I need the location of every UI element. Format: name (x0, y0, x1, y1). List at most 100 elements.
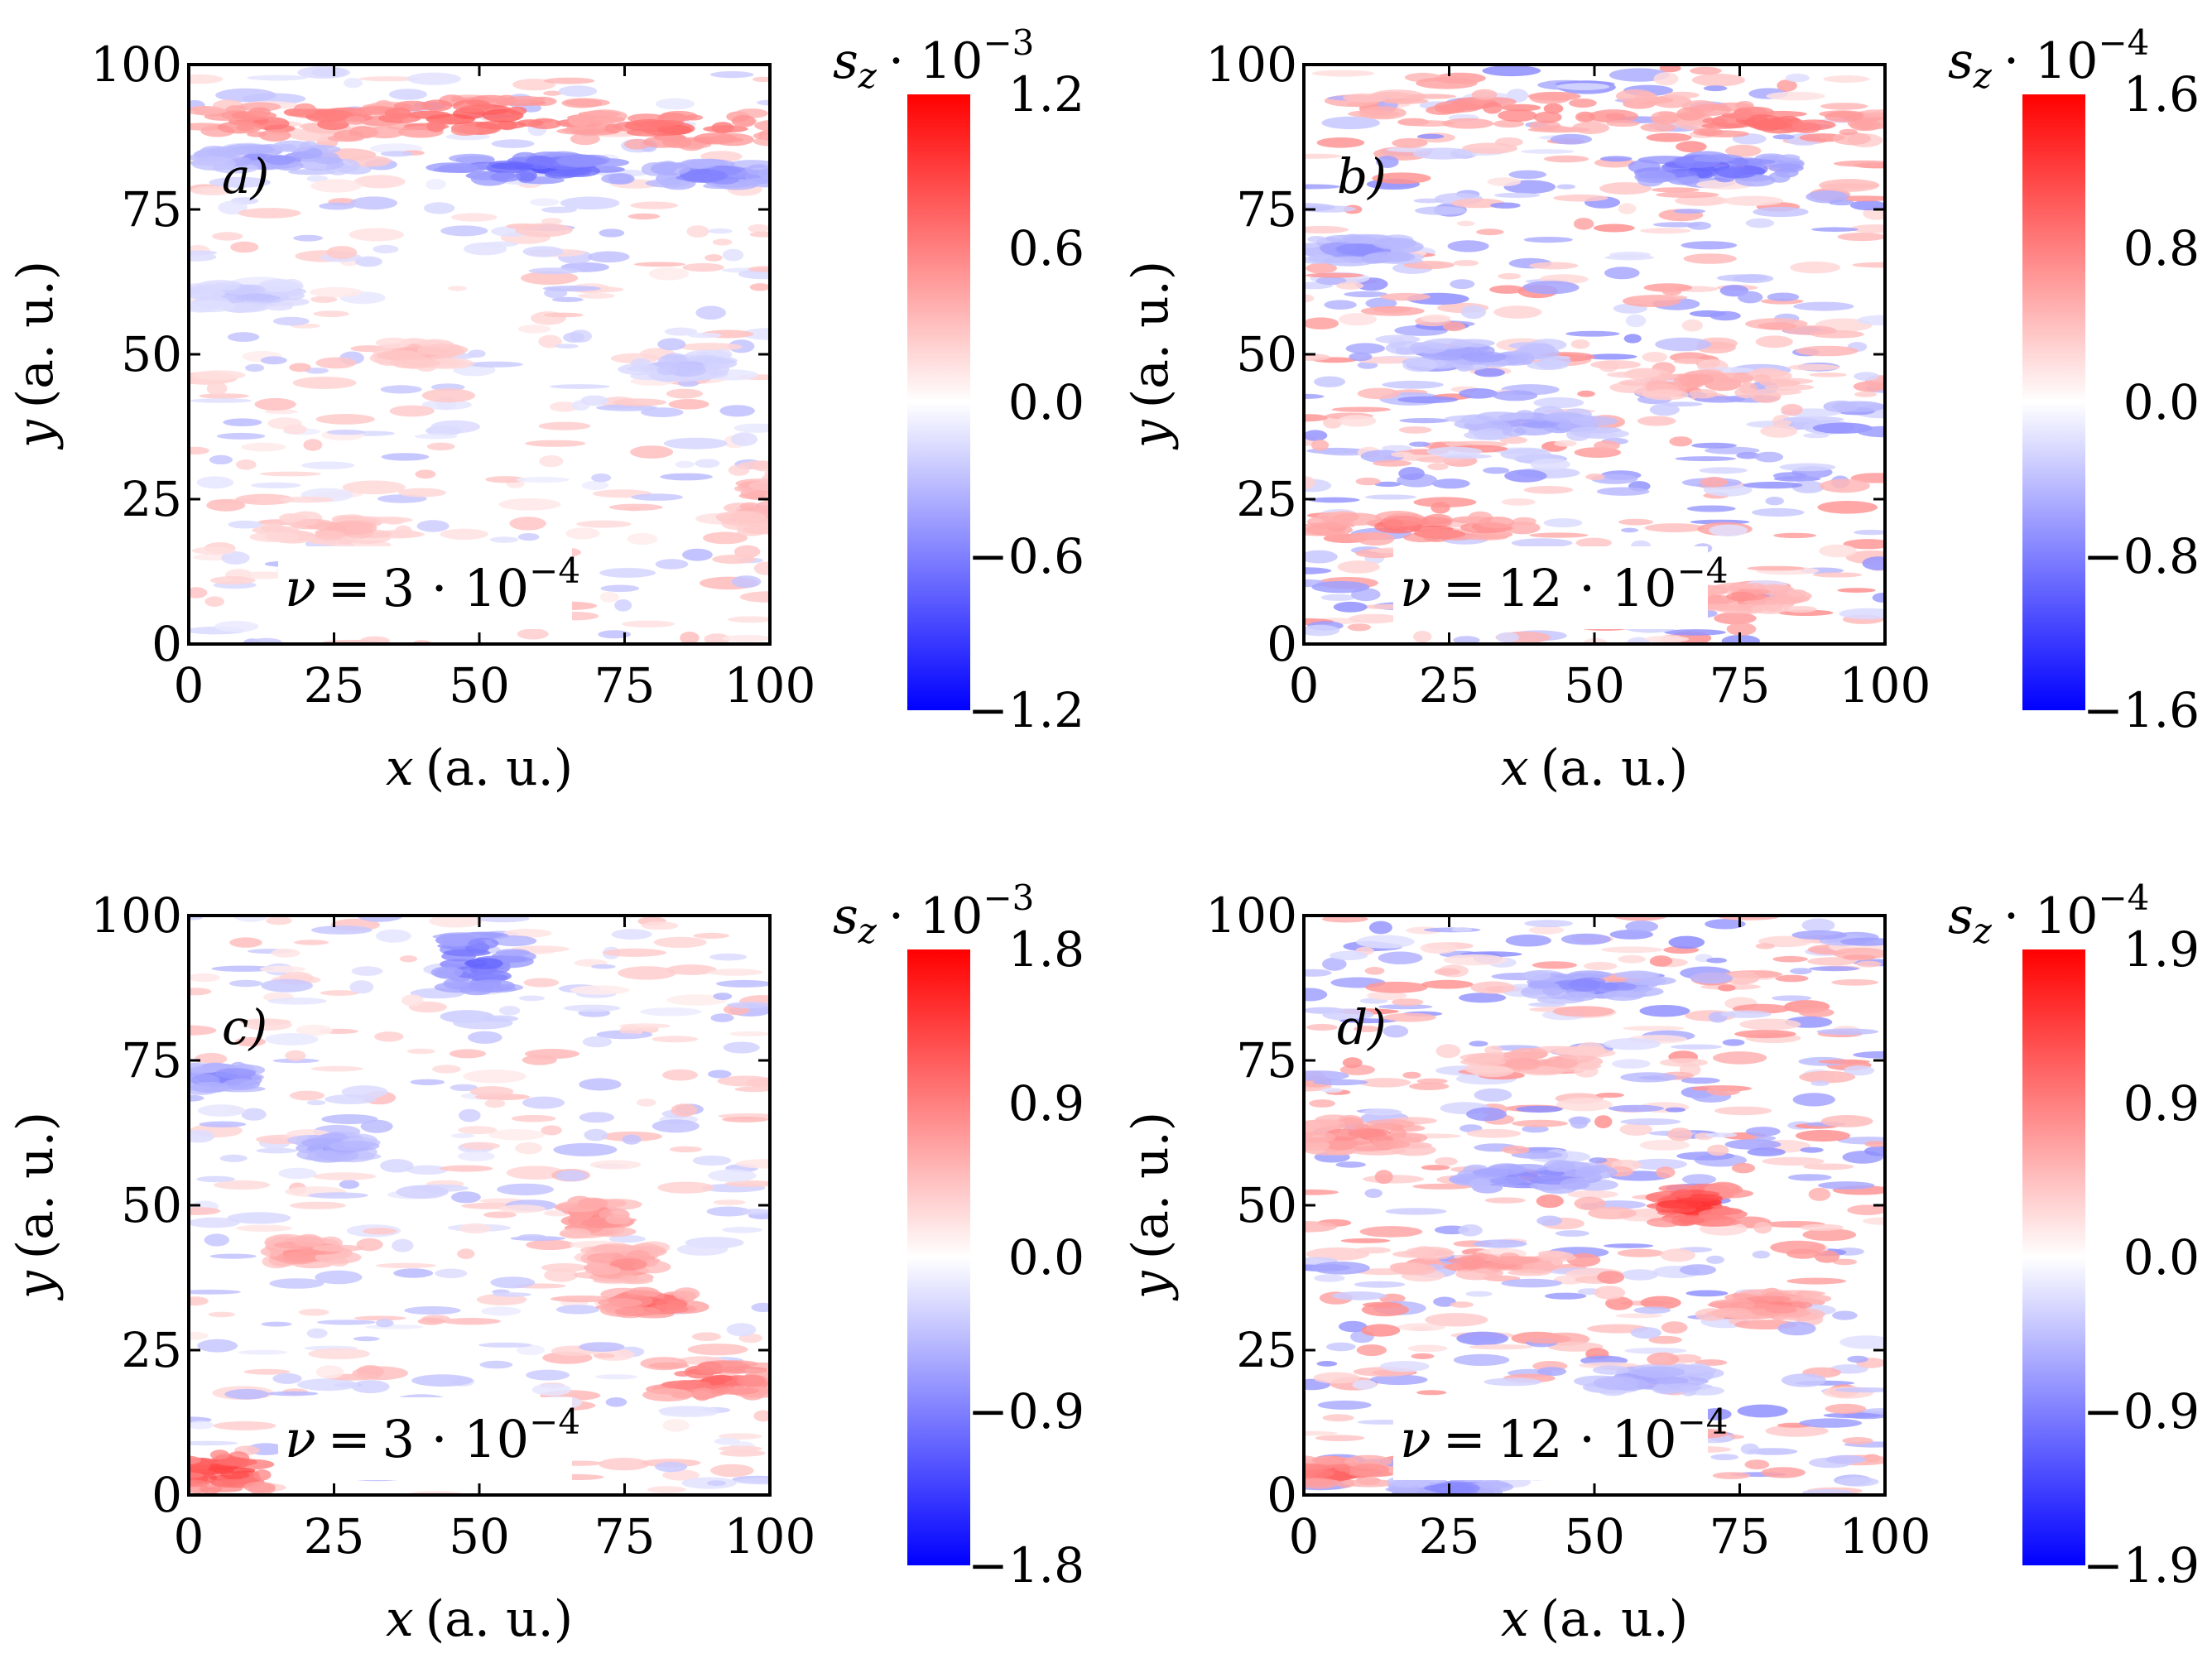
heatmap-noise-cell (1766, 91, 1825, 101)
heatmap-noise-cell (1570, 339, 1590, 349)
heatmap-feature-cell (1791, 122, 1821, 133)
heatmap-noise-cell (1304, 567, 1332, 574)
heatmap-feature-cell (570, 132, 600, 146)
annotation-text: ν = 12 · 10−4 (1400, 1401, 1729, 1469)
heatmap-noise-cell (1705, 1132, 1738, 1138)
heatmap-noise-cell (223, 418, 262, 426)
heatmap-noise-cell (521, 271, 579, 285)
y-tick-label: 50 (1236, 326, 1297, 382)
x-tick-label: 100 (1839, 657, 1931, 714)
heatmap-noise-cell (1304, 1070, 1349, 1081)
x-tick-label: 75 (594, 657, 656, 714)
heatmap-noise-cell (603, 948, 666, 957)
heatmap-noise-cell (1405, 94, 1457, 99)
y-tick-label: 50 (1236, 1177, 1297, 1233)
heatmap-noise-cell (1812, 422, 1873, 434)
heatmap-noise-cell (1819, 544, 1857, 558)
heatmap-feature-cell (252, 1469, 272, 1481)
y-tick-label: 0 (151, 1467, 182, 1523)
heatmap-noise-cell (483, 241, 518, 248)
heatmap-noise-cell (1482, 65, 1541, 77)
heatmap-noise-cell (1359, 1226, 1423, 1238)
heatmap-noise-cell (267, 1391, 319, 1396)
heatmap-noise-cell (1772, 472, 1808, 480)
heatmap-noise-cell (551, 296, 584, 302)
heatmap-noise-cell (652, 1036, 699, 1043)
heatmap-noise-cell (1689, 66, 1722, 75)
heatmap-noise-cell (1536, 1367, 1567, 1377)
heatmap-feature-cell (1358, 1128, 1391, 1137)
y-tick-label: 75 (1236, 181, 1297, 238)
heatmap-feature-cell (1700, 603, 1739, 612)
heatmap-noise-cell (1807, 957, 1857, 966)
heatmap-noise-cell (450, 1191, 481, 1204)
heatmap-noise-cell (579, 1112, 615, 1123)
heatmap-noise-cell (363, 1228, 397, 1235)
heatmap-noise-cell (576, 520, 632, 528)
heatmap-feature-cell (468, 938, 499, 949)
heatmap-noise-cell (1625, 314, 1647, 328)
heatmap-feature-cell (1734, 387, 1758, 399)
heatmap-noise-cell (1362, 1108, 1402, 1116)
heatmap-noise-cell (244, 1019, 292, 1031)
x-tick-label: 50 (449, 657, 510, 714)
heatmap-noise-cell (693, 932, 729, 939)
heatmap-noise-cell (1364, 1188, 1382, 1199)
heatmap-noise-cell (1751, 507, 1805, 517)
heatmap-noise-cell (531, 1383, 572, 1396)
heatmap-noise-cell (204, 596, 224, 607)
heatmap-feature-cell (264, 155, 296, 166)
heatmap-noise-cell (196, 476, 234, 489)
heatmap-feature-cell (557, 155, 608, 167)
heatmap-noise-cell (1722, 1039, 1745, 1046)
heatmap-noise-cell (351, 1380, 390, 1394)
heatmap-noise-cell (1308, 497, 1360, 503)
heatmap-noise-cell (633, 262, 685, 267)
heatmap-noise-cell (516, 1344, 546, 1356)
heatmap-feature-cell (1625, 368, 1661, 378)
heatmap-noise-cell (678, 343, 743, 351)
heatmap-noise-cell (1661, 287, 1682, 296)
heatmap-noise-cell (1584, 353, 1637, 360)
heatmap-noise-cell (538, 334, 562, 349)
heatmap-noise-cell (189, 446, 209, 455)
heatmap-noise-cell (1512, 1119, 1568, 1127)
heatmap-noise-cell (731, 575, 762, 589)
heatmap-noise-cell (1817, 501, 1878, 514)
x-tick-label: 75 (1709, 1508, 1771, 1565)
heatmap-feature-cell (1758, 118, 1788, 130)
heatmap-noise-cell (560, 196, 620, 210)
heatmap-noise-cell (1621, 527, 1638, 533)
heatmap-noise-cell (1850, 200, 1885, 211)
heatmap-noise-cell (655, 98, 695, 110)
heatmap-feature-cell (1508, 1164, 1548, 1172)
heatmap-noise-cell (1342, 1057, 1363, 1069)
heatmap-noise-cell (730, 432, 758, 446)
heatmap-noise-cell (1315, 276, 1347, 286)
heatmap-noise-cell (230, 241, 259, 253)
heatmap-noise-cell (1556, 184, 1576, 190)
heatmap-noise-cell (1364, 967, 1385, 975)
heatmap-feature-cell (619, 1274, 638, 1281)
colorbar-tick-label: 0.6 (1008, 220, 1084, 276)
heatmap-noise-cell (1755, 943, 1776, 949)
heatmap-noise-cell (1500, 448, 1551, 461)
heatmap-noise-cell (380, 151, 413, 157)
heatmap-noise-cell (1484, 1197, 1526, 1204)
heatmap-feature-cell (1529, 92, 1571, 104)
heatmap-feature-cell (1473, 1167, 1509, 1178)
heatmap-noise-cell (476, 916, 530, 923)
heatmap-feature-cell (731, 115, 756, 127)
colorbar-tick-label: 0.0 (1008, 374, 1084, 430)
heatmap-noise-cell (190, 185, 233, 195)
heatmap-noise-cell (1524, 920, 1573, 928)
heatmap-noise-cell (1306, 262, 1337, 274)
heatmap-feature-cell (1405, 1247, 1428, 1257)
heatmap-noise-cell (714, 1437, 741, 1445)
heatmap-noise-cell (381, 453, 430, 461)
heatmap-noise-cell (710, 1464, 754, 1478)
heatmap-noise-cell (1493, 119, 1525, 128)
heatmap-noise-cell (657, 1181, 714, 1194)
heatmap-noise-cell (1844, 1065, 1875, 1076)
heatmap-noise-cell (753, 561, 770, 575)
